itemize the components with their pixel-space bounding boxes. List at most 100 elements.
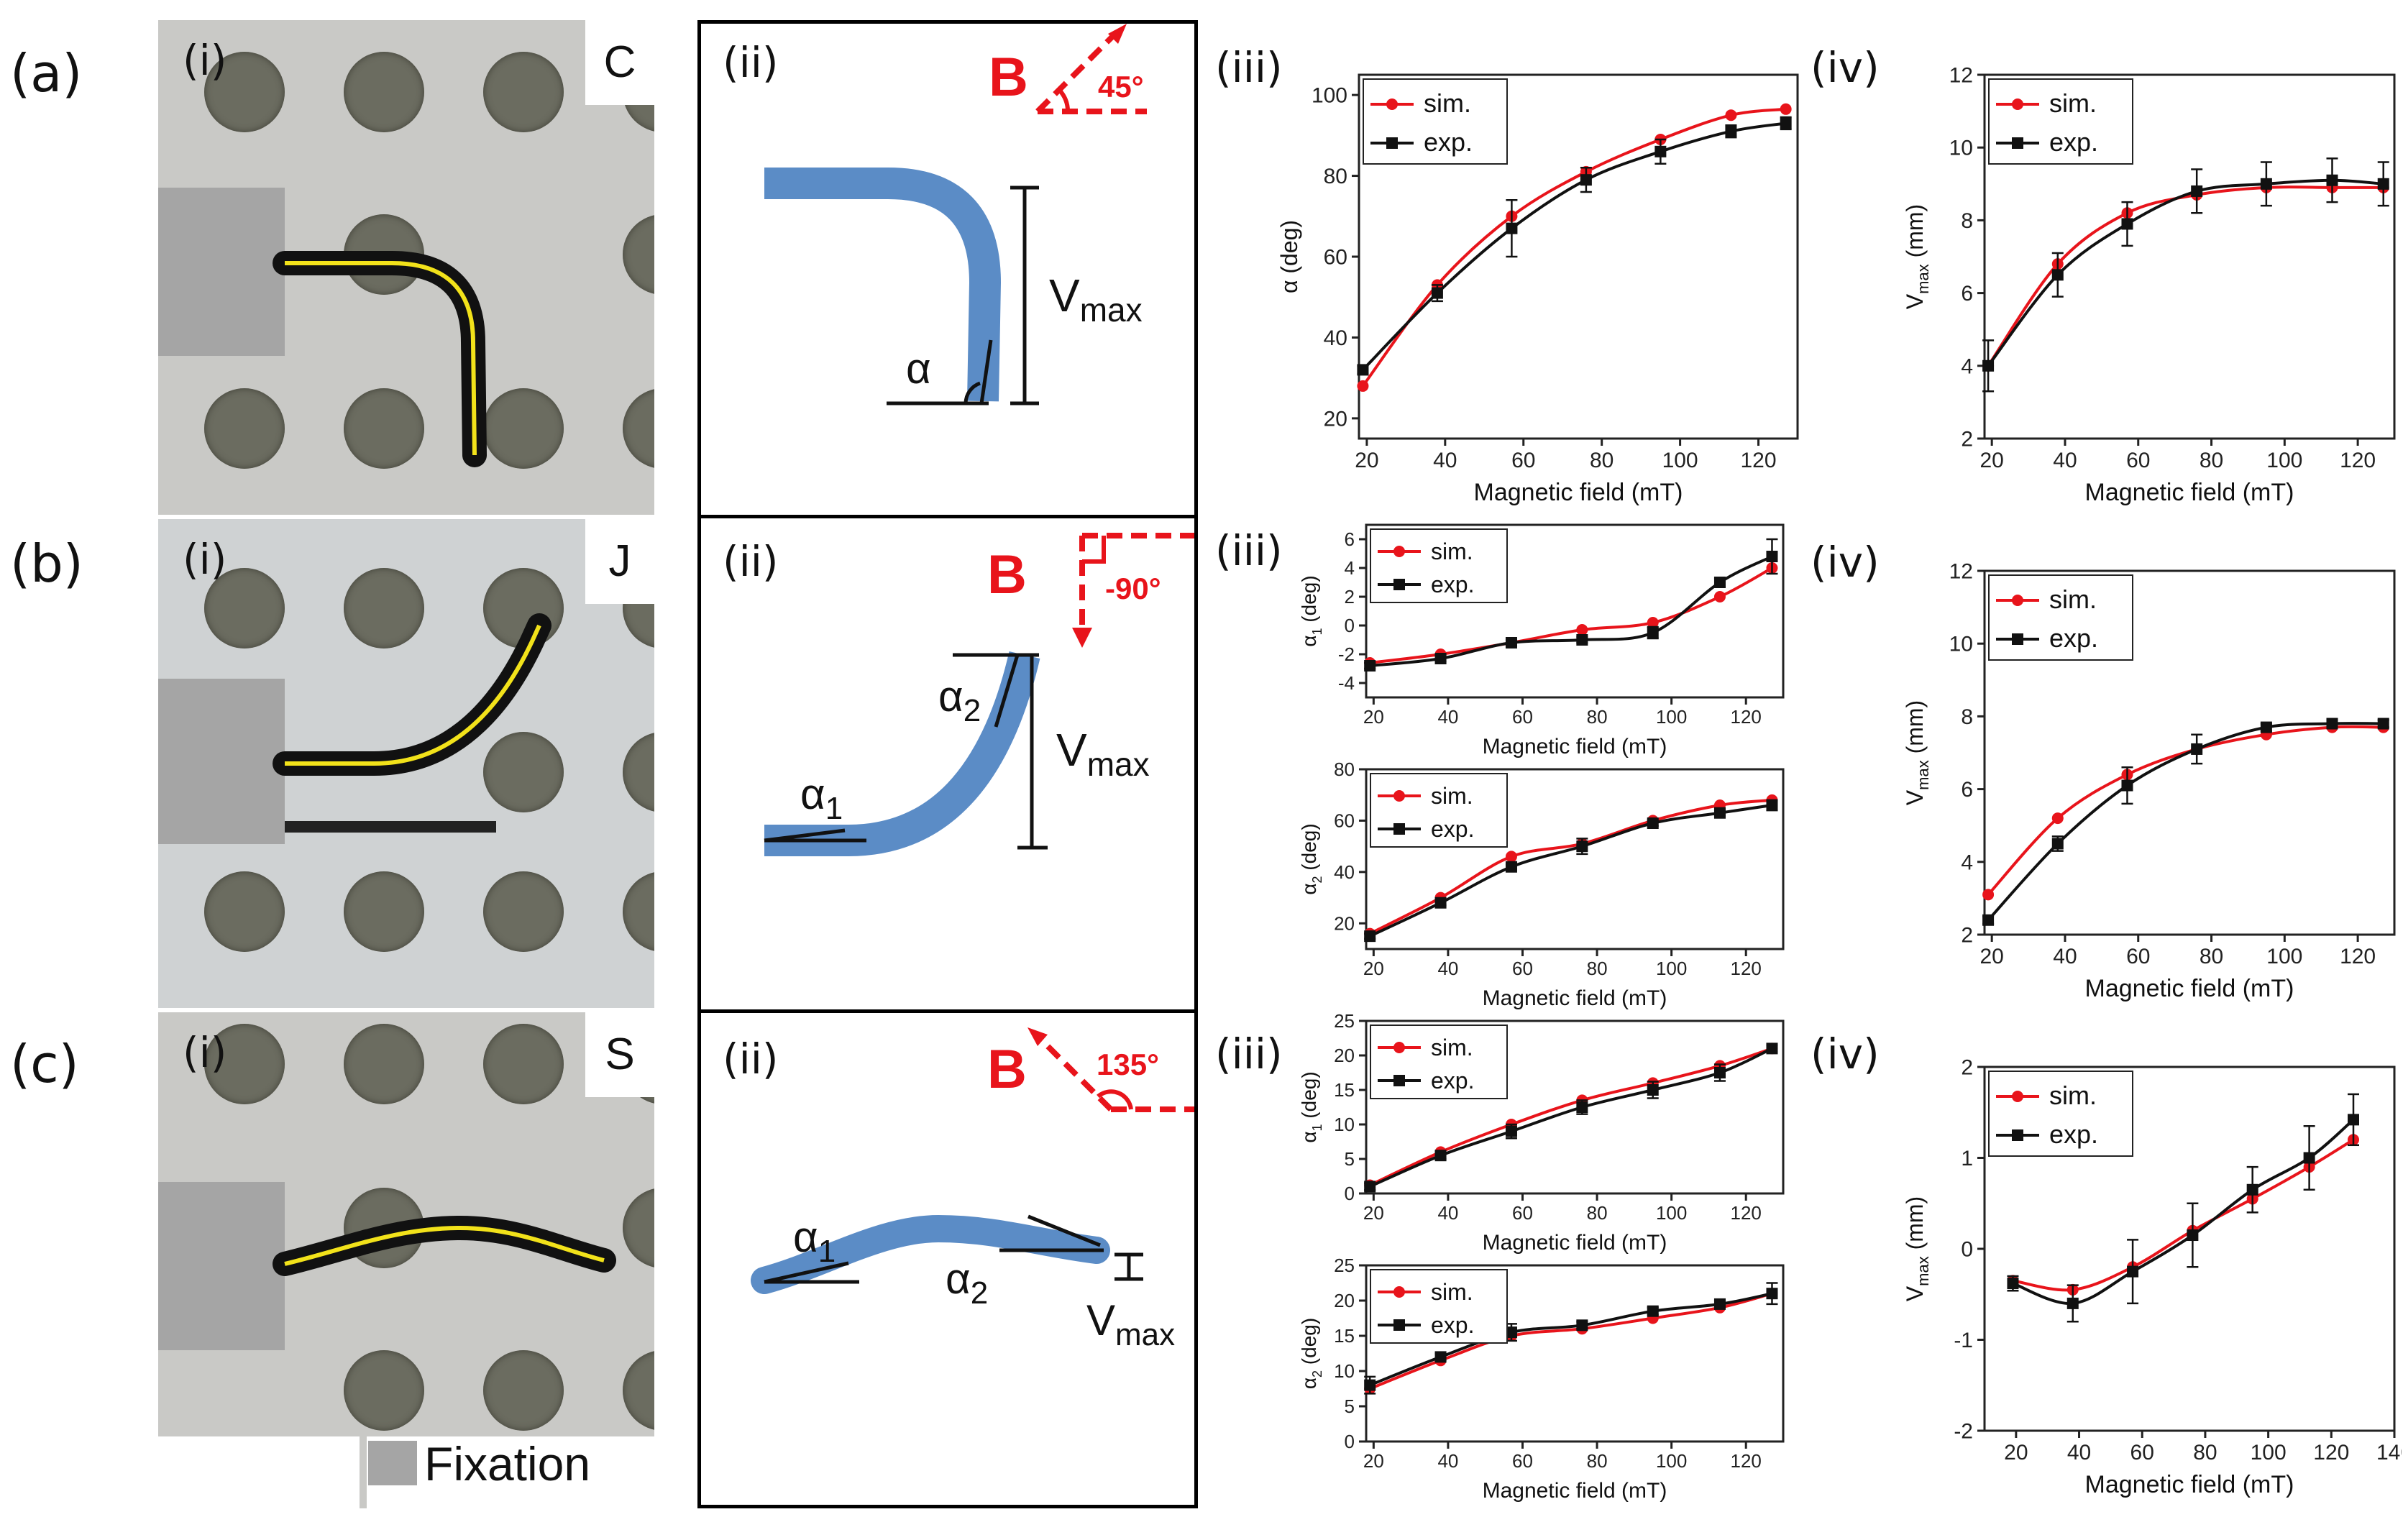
exp-point — [1713, 1067, 1726, 1078]
y-tick-label: 100 — [1312, 84, 1347, 108]
exp-point — [1780, 117, 1792, 129]
exp-point — [1647, 627, 1659, 638]
svg-text:Vmax: Vmax — [1049, 270, 1143, 329]
sim-series-line — [1987, 725, 2384, 896]
exp-point — [1364, 1181, 1376, 1193]
y-tick-label: 10 — [1949, 137, 1973, 160]
x-tick-label: 40 — [1437, 958, 1458, 979]
y-tick-label: 10 — [1334, 1360, 1355, 1382]
chart-b-iii-2: 20 40 60 80 100 120 20 40 60 80 Magnetic field (mT… — [1298, 762, 1785, 1010]
legend-marker-sim — [2012, 98, 2023, 110]
y-tick-label: -1 — [1954, 1329, 1973, 1352]
legend-label-exp: exp. — [1431, 816, 1474, 842]
x-tick-label: 20 — [1363, 1450, 1384, 1472]
alpha1-sub-b: 1 — [825, 791, 843, 826]
exp-point — [1364, 930, 1376, 943]
y-tick-label: 2 — [1961, 924, 1973, 948]
alpha-label-a: α — [906, 344, 931, 393]
legend-label-sim: sim. — [2049, 585, 2097, 614]
plot-frame — [1365, 1264, 1785, 1443]
legend-marker-sim — [1393, 1286, 1405, 1298]
chart-b-iv: 20 40 60 80 100 120 2 4 6 8 10 12 Magnetic field (mT… — [1902, 561, 2396, 1002]
x-tick-label: 60 — [1512, 1450, 1533, 1472]
y-axis-label: α2 (deg) — [1298, 1318, 1324, 1389]
y-tick-label: 0 — [1345, 615, 1355, 636]
x-tick-label: 80 — [1587, 706, 1608, 728]
x-tick-label: 40 — [1437, 1202, 1458, 1224]
x-tick-label: 20 — [1363, 958, 1384, 979]
x-tick-label: 120 — [1731, 706, 1762, 728]
exp-point — [2260, 178, 2272, 190]
y-axis-label: Vmax (mm) — [1902, 700, 1932, 805]
exp-point — [1713, 577, 1726, 588]
svg-text:α1: α1 — [793, 1213, 836, 1269]
x-tick-label: 60 — [1512, 1202, 1533, 1224]
exp-point — [1576, 634, 1588, 646]
angle-label-b: -90° — [1105, 572, 1161, 605]
shape-letter-c: S — [585, 1012, 654, 1097]
y-tick-label: 40 — [1334, 861, 1355, 883]
sim-series-line — [1987, 185, 2384, 367]
x-axis-label: Magnetic field (mT) — [2085, 1471, 2294, 1498]
legend-box — [1988, 78, 2133, 165]
plot-frame — [1365, 523, 1785, 699]
exp-point — [1766, 1042, 1778, 1055]
y-axis-label: Vmax (mm) — [1902, 1196, 1932, 1301]
exp-point — [1713, 807, 1726, 819]
y-tick-label: 15 — [1334, 1079, 1355, 1101]
field-label-c: B — [987, 1039, 1027, 1100]
shape-letter-b: J — [585, 519, 654, 604]
chart-b-iii-1: 20 40 60 80 100 120 -4 -2 0 2 4 6 Magnetic field (mT… — [1298, 523, 1785, 758]
photo-sub-a: (i) — [183, 36, 227, 85]
x-tick-label: 100 — [2266, 945, 2302, 968]
y-axis-label: α1 (deg) — [1298, 575, 1324, 646]
legend-marker-exp — [1386, 137, 1398, 149]
legend-marker-exp — [1393, 823, 1405, 835]
exp-point — [1357, 364, 1369, 376]
alpha2-sub-b: 2 — [964, 693, 981, 728]
vmax-label-a: V — [1049, 270, 1080, 321]
x-tick-label: 20 — [1355, 449, 1378, 472]
field-label-b: B — [987, 544, 1027, 605]
x-tick-label: 80 — [1587, 1202, 1608, 1224]
chart-sub-b-iii: (iii) — [1215, 526, 1283, 575]
field-label-a: B — [989, 47, 1028, 108]
svg-text:Vmax: Vmax — [1056, 724, 1150, 783]
y-tick-label: 80 — [1324, 165, 1347, 188]
y-tick-label: 10 — [1334, 1114, 1355, 1135]
x-tick-label: 100 — [1656, 958, 1687, 979]
y-tick-label: 20 — [1334, 1290, 1355, 1311]
y-tick-label: 2 — [1961, 428, 1973, 452]
legend-marker-sim — [1393, 1042, 1405, 1053]
diagram-panel-c: (ii) B 135° α1 α2 Vmax — [697, 1009, 1198, 1508]
x-tick-label: 60 — [2130, 1441, 2154, 1465]
exp-point — [1505, 637, 1517, 648]
x-tick-label: 60 — [1512, 958, 1533, 979]
alpha2-label-b: α — [938, 672, 964, 720]
y-tick-label: 5 — [1345, 1395, 1355, 1417]
vmax-sub-a: max — [1080, 291, 1143, 329]
x-axis-label: Magnetic field (mT) — [1483, 1479, 1667, 1503]
exp-point — [1725, 125, 1737, 137]
chart-c-iii-1: 20 40 60 80 100 120 0 5 10 15 20 25 Magnetic field (… — [1298, 1014, 1785, 1255]
exp-point — [1506, 222, 1518, 234]
exp-point — [1576, 840, 1588, 853]
x-tick-label: 120 — [2340, 945, 2376, 968]
y-tick-label: -2 — [1338, 643, 1355, 665]
y-tick-label: 25 — [1334, 1014, 1355, 1032]
y-tick-label: 15 — [1334, 1325, 1355, 1347]
x-tick-label: 120 — [1731, 958, 1762, 979]
svg-text:α1: α1 — [800, 770, 843, 826]
legend-marker-sim — [1393, 546, 1405, 557]
exp-point — [2326, 718, 2338, 730]
fixation-legend-label: Fixation — [424, 1437, 591, 1490]
diagram-panel-b: (ii) B -90° α1 α2 Vmax — [697, 515, 1198, 1014]
x-tick-label: 100 — [1656, 706, 1687, 728]
plot-frame — [1983, 73, 2396, 440]
row-label-a: (a) — [10, 43, 83, 104]
y-tick-label: 12 — [1949, 561, 1973, 584]
y-tick-label: -4 — [1338, 672, 1355, 694]
y-tick-label: 6 — [1345, 528, 1355, 550]
legend-box — [1370, 1025, 1508, 1099]
exp-point — [1434, 897, 1447, 909]
